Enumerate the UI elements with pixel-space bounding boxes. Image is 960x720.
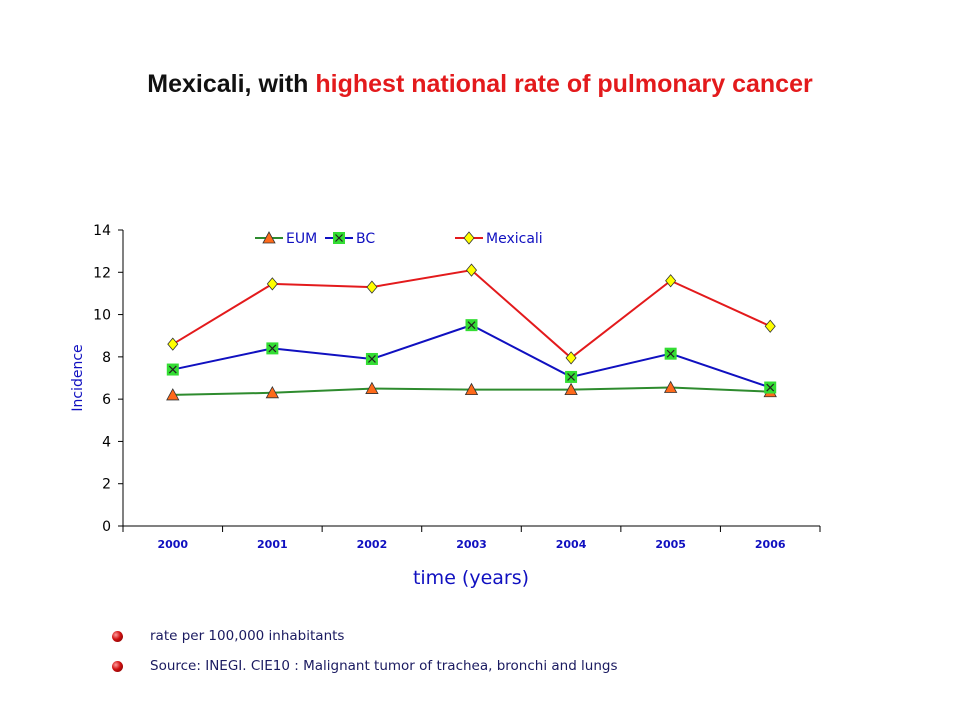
legend-marker-eum	[262, 231, 276, 244]
y-tick-label: 6	[102, 392, 111, 408]
x-axis-title: time (years)	[413, 567, 529, 589]
y-tick-label: 2	[102, 477, 111, 493]
data-point-mexicali	[266, 277, 278, 291]
series-line-bc	[172, 324, 771, 389]
data-point-eum	[365, 381, 379, 394]
data-point-bc	[365, 352, 378, 365]
x-tick-label: 2004	[556, 538, 587, 551]
legend-marker-bc	[333, 232, 345, 244]
y-tick-label: 10	[93, 308, 111, 324]
note-source: Source: INEGI. CIE10 : Malignant tumor o…	[150, 658, 618, 674]
legend-label-mexicali: Mexicali	[486, 231, 543, 247]
x-tick-label: 2006	[755, 538, 786, 551]
data-point-bc	[764, 381, 777, 394]
y-axis-title: Incidence	[70, 344, 86, 411]
data-point-eum	[265, 385, 280, 399]
data-point-mexicali	[167, 337, 179, 351]
x-tick-label: 2003	[456, 538, 487, 551]
data-point-eum	[166, 388, 180, 401]
x-tick-label: 2002	[357, 538, 388, 551]
data-point-eum	[464, 382, 479, 396]
data-point-mexicali	[366, 280, 378, 294]
note-rate-unit: rate per 100,000 inhabitants	[150, 628, 345, 644]
data-point-mexicali	[764, 319, 776, 333]
legend-marker-mexicali	[463, 231, 475, 245]
data-point-bc	[664, 347, 677, 360]
data-point-bc	[266, 342, 279, 355]
data-point-bc	[166, 363, 179, 376]
bullet-icon	[112, 661, 123, 672]
data-point-mexicali	[665, 274, 677, 288]
data-point-bc	[565, 370, 578, 383]
data-point-bc	[465, 319, 478, 332]
legend-label-bc: BC	[356, 231, 375, 247]
bullet-icon	[112, 631, 123, 642]
slide-title: Mexicali, with highest national rate of …	[0, 70, 960, 99]
title-part-1: Mexicali, with	[147, 70, 316, 98]
x-tick-label: 2005	[655, 538, 686, 551]
y-tick-label: 0	[102, 519, 111, 535]
data-point-mexicali	[565, 351, 577, 365]
series-line-mexicali	[172, 269, 771, 360]
data-point-mexicali	[465, 263, 478, 277]
y-tick-label: 8	[102, 350, 111, 366]
data-point-eum	[564, 382, 578, 396]
y-tick-label: 4	[102, 434, 111, 450]
legend-label-eum: EUM	[286, 231, 317, 247]
y-tick-label: 12	[93, 265, 111, 281]
y-tick-label: 14	[93, 223, 111, 239]
x-tick-label: 2001	[257, 538, 288, 551]
x-tick-label: 2000	[157, 538, 188, 551]
data-point-eum	[663, 380, 678, 393]
title-part-2: highest national rate of pulmonary cance…	[315, 70, 813, 98]
